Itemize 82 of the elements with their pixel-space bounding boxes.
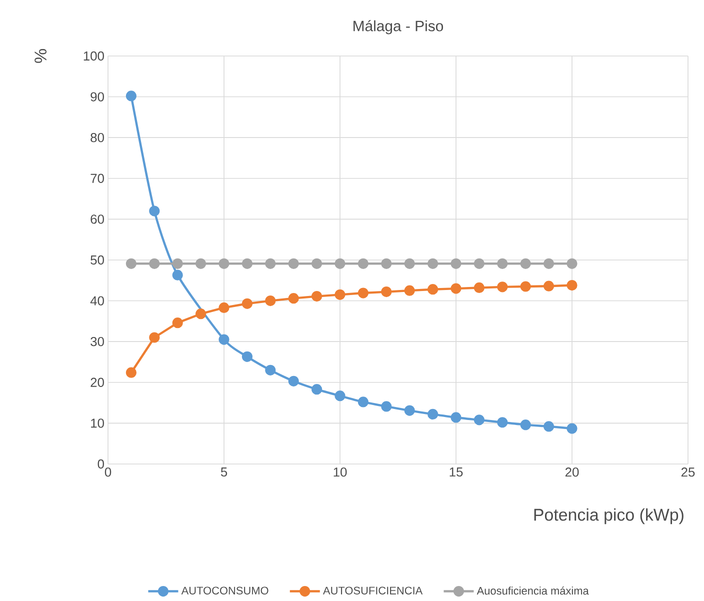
point — [312, 258, 322, 269]
point — [520, 420, 531, 430]
point — [196, 258, 206, 269]
point — [242, 298, 253, 309]
point — [218, 334, 230, 345]
point — [242, 351, 253, 362]
point — [358, 258, 369, 269]
point — [544, 258, 554, 269]
y-tick-label: 70 — [90, 174, 104, 183]
point — [381, 401, 392, 412]
point — [312, 291, 322, 302]
point — [218, 258, 230, 269]
y-tick-label: 0 — [98, 459, 104, 469]
point — [172, 258, 183, 269]
point — [474, 282, 485, 294]
point — [566, 258, 578, 269]
point — [474, 258, 485, 269]
point — [381, 258, 392, 269]
point — [288, 293, 299, 304]
point — [172, 270, 183, 280]
y-tick-label: 40 — [90, 296, 104, 306]
point — [404, 285, 415, 296]
point — [172, 318, 183, 328]
point — [497, 282, 508, 292]
point — [242, 258, 253, 269]
point — [312, 384, 322, 395]
point — [149, 258, 160, 269]
point — [334, 258, 346, 269]
point — [126, 90, 137, 102]
y-tick-label: 100 — [84, 51, 104, 61]
point — [265, 258, 276, 269]
point — [474, 414, 485, 426]
x-tick-label: 5 — [220, 468, 228, 477]
point — [381, 286, 392, 298]
x-tick-label: 25 — [681, 468, 695, 477]
point — [288, 258, 299, 269]
point — [428, 408, 438, 420]
point — [544, 421, 554, 432]
point — [334, 289, 346, 300]
legend-label: Auosuficiencia máxima — [476, 586, 589, 595]
point — [566, 280, 578, 291]
y-axis-title: % — [34, 49, 46, 63]
chart-title: Málaga - Piso — [354, 20, 444, 34]
point — [497, 417, 508, 428]
legend-label: AUTOCONSUMO — [181, 586, 268, 594]
point — [196, 308, 206, 320]
point — [404, 258, 415, 269]
x-tick-label: 0 — [104, 468, 112, 477]
point — [149, 332, 160, 343]
point — [358, 396, 369, 408]
point — [358, 288, 369, 298]
point — [520, 258, 531, 269]
x-axis-title: Potencia pico (kWp) — [534, 508, 684, 524]
y-tick-label: 10 — [91, 418, 104, 428]
point — [450, 258, 462, 269]
point — [265, 364, 276, 376]
y-tick-label: 90 — [90, 92, 104, 102]
point — [334, 390, 346, 402]
point — [149, 206, 160, 216]
point — [497, 258, 508, 269]
y-tick-label: 50 — [90, 255, 104, 265]
point — [544, 280, 554, 292]
y-tick-label: 60 — [90, 214, 104, 224]
point — [218, 302, 230, 314]
point — [126, 367, 137, 378]
point — [566, 423, 578, 434]
y-tick-label: 30 — [90, 336, 104, 346]
point — [126, 258, 137, 269]
x-tick-label: 20 — [565, 468, 579, 477]
point — [520, 281, 531, 292]
point — [428, 258, 438, 269]
point — [428, 284, 438, 295]
legend-label: AUTOSUFICIENCIA — [322, 586, 423, 594]
y-tick-label: 20 — [90, 378, 104, 387]
x-tick-label: 10 — [334, 468, 347, 477]
point — [450, 283, 462, 294]
point — [404, 405, 415, 416]
point — [450, 412, 462, 423]
point — [288, 376, 299, 386]
point — [265, 295, 276, 306]
x-tick-label: 15 — [450, 468, 463, 477]
y-tick-label: 80 — [90, 132, 104, 142]
